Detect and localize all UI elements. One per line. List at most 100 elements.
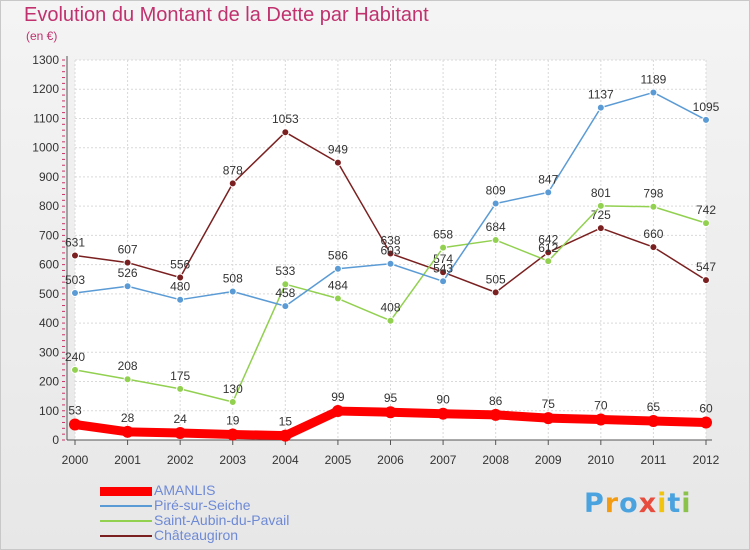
data-point	[596, 103, 605, 112]
data-label: 505	[486, 272, 506, 286]
data-point	[439, 277, 448, 286]
data-label: 458	[275, 286, 295, 300]
data-point	[176, 384, 185, 393]
data-label: 586	[328, 249, 348, 263]
data-label: 70	[594, 399, 608, 413]
data-label: 638	[380, 234, 400, 248]
data-point	[281, 302, 290, 311]
proxiti-logo: Proxiti	[584, 488, 692, 519]
data-label: 508	[223, 272, 243, 286]
data-label: 607	[118, 243, 138, 257]
data-label: 660	[643, 227, 663, 241]
data-point	[226, 428, 239, 441]
logo-letter: t	[667, 488, 682, 519]
data-label: 65	[647, 400, 661, 414]
data-point	[437, 407, 450, 420]
data-point	[386, 249, 395, 258]
data-point	[176, 295, 185, 304]
y-tick-label: 800	[39, 199, 59, 213]
data-point	[596, 201, 605, 210]
y-tick-label: 1300	[32, 53, 59, 67]
y-tick-label: 0	[52, 433, 59, 447]
x-tick-label: 2008	[482, 453, 509, 467]
legend-swatch	[100, 505, 152, 507]
x-tick-label: 2005	[325, 453, 352, 467]
y-tick-label: 1100	[33, 111, 59, 125]
data-point	[121, 425, 134, 438]
data-point	[491, 199, 500, 208]
data-point	[594, 413, 607, 426]
data-point	[71, 251, 79, 260]
data-label: 28	[121, 411, 135, 425]
data-point	[647, 415, 660, 427]
data-label: 15	[279, 415, 293, 429]
y-tick-label: 500	[39, 287, 59, 301]
data-label: 798	[643, 187, 663, 201]
data-label: 208	[118, 359, 138, 373]
data-label: 631	[65, 236, 85, 250]
x-tick-label: 2006	[377, 453, 404, 467]
y-tick-label: 400	[39, 316, 59, 330]
data-point	[333, 294, 342, 303]
logo-letter: i	[681, 488, 692, 519]
data-point	[123, 258, 132, 267]
data-label: 240	[65, 350, 85, 364]
data-label: 526	[118, 266, 138, 280]
data-label: 642	[538, 232, 558, 246]
data-point	[279, 429, 292, 442]
data-point	[596, 224, 605, 233]
data-point	[649, 243, 658, 252]
y-tick-label: 900	[39, 170, 59, 184]
data-label: 130	[223, 382, 243, 396]
data-point	[176, 273, 185, 282]
data-label: 949	[328, 143, 348, 157]
data-label: 1189	[641, 72, 667, 86]
data-point	[544, 188, 553, 197]
x-tick-label: 2010	[587, 453, 614, 467]
data-point	[649, 202, 658, 211]
logo-letter: P	[584, 488, 605, 519]
x-tick-label: 2009	[535, 453, 562, 467]
data-label: 878	[223, 163, 243, 177]
data-label: 175	[170, 369, 190, 383]
data-point	[702, 276, 710, 285]
legend-label: Saint-Aubin-du-Pavail	[154, 512, 290, 528]
data-point	[123, 375, 132, 384]
chart-subtitle: (en €)	[26, 29, 58, 43]
data-label: 408	[380, 301, 400, 315]
data-point	[386, 316, 395, 325]
data-point	[702, 219, 710, 228]
legend-label: Châteaugiron	[154, 527, 239, 543]
data-point	[489, 408, 502, 421]
data-point	[700, 416, 712, 429]
data-point	[123, 282, 132, 291]
data-label: 95	[384, 391, 398, 405]
chart-title: Evolution du Montant de la Dette par Hab…	[24, 4, 429, 26]
data-label: 86	[489, 394, 503, 408]
data-point	[491, 236, 500, 245]
data-label: 684	[486, 220, 506, 234]
data-point	[702, 115, 710, 124]
legend-swatch	[100, 520, 152, 522]
data-point	[384, 406, 397, 419]
data-point	[544, 248, 553, 257]
data-label: 658	[433, 228, 453, 242]
y-tick-label: 600	[39, 258, 59, 272]
y-tick-label: 1000	[32, 141, 59, 155]
data-point	[71, 288, 79, 297]
data-point	[439, 243, 448, 252]
data-label: 1095	[693, 100, 720, 114]
y-tick-label: 300	[39, 345, 59, 359]
data-point	[649, 88, 658, 97]
data-label: 90	[436, 393, 450, 407]
data-label: 847	[538, 172, 558, 186]
data-label: 24	[173, 412, 187, 426]
data-point	[228, 398, 237, 406]
data-label: 556	[170, 257, 190, 271]
x-tick-label: 2011	[641, 453, 667, 467]
data-point	[331, 405, 344, 418]
data-point	[69, 418, 81, 431]
data-label: 725	[591, 208, 611, 222]
data-point	[71, 365, 79, 374]
data-label: 603	[380, 244, 400, 258]
